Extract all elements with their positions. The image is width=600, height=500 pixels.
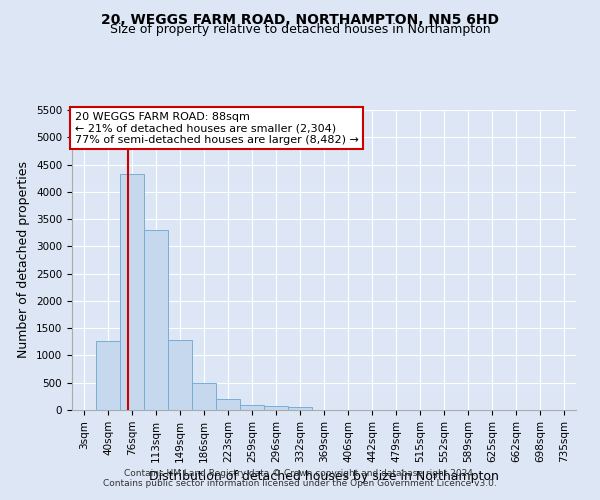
Y-axis label: Number of detached properties: Number of detached properties [17, 162, 31, 358]
Bar [240, 405, 264, 410]
Text: 20 WEGGS FARM ROAD: 88sqm
← 21% of detached houses are smaller (2,304)
77% of se: 20 WEGGS FARM ROAD: 88sqm ← 21% of detac… [74, 112, 358, 144]
Text: Size of property relative to detached houses in Northampton: Size of property relative to detached ho… [110, 22, 490, 36]
Bar [264, 406, 288, 410]
Bar [168, 340, 192, 410]
Text: 20, WEGGS FARM ROAD, NORTHAMPTON, NN5 6HD: 20, WEGGS FARM ROAD, NORTHAMPTON, NN5 6H… [101, 12, 499, 26]
X-axis label: Distribution of detached houses by size in Northampton: Distribution of detached houses by size … [149, 470, 499, 483]
Text: Contains public sector information licensed under the Open Government Licence v3: Contains public sector information licen… [103, 478, 497, 488]
Text: Contains HM Land Registry data © Crown copyright and database right 2024.: Contains HM Land Registry data © Crown c… [124, 468, 476, 477]
Bar [216, 398, 240, 410]
Bar [120, 174, 144, 410]
Bar [288, 406, 312, 410]
Bar [192, 384, 216, 410]
Bar [144, 230, 168, 410]
Bar [96, 340, 120, 410]
